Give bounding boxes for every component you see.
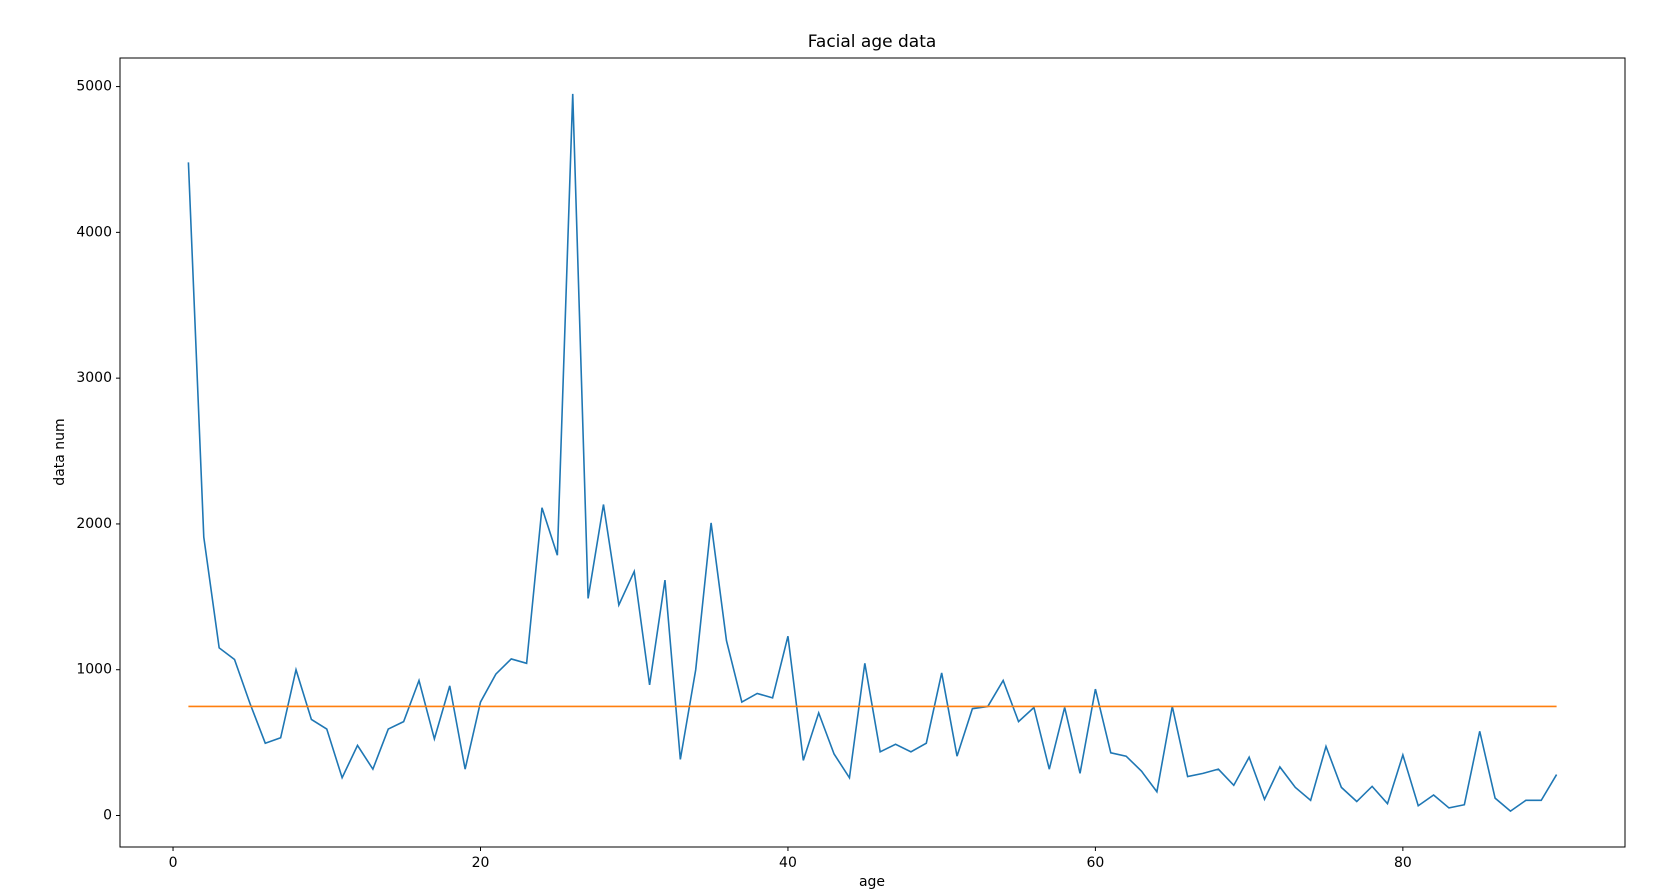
y-tick-label: 1000 <box>76 662 112 678</box>
chart-title: Facial age data <box>808 32 937 52</box>
x-axis-label: age <box>859 874 885 890</box>
y-tick-label: 4000 <box>76 224 112 240</box>
data-line <box>187 93 1558 813</box>
x-tick-label: 0 <box>169 855 178 871</box>
x-tick-label: 40 <box>779 855 797 871</box>
y-tick-label: 5000 <box>76 79 112 95</box>
x-tick-label: 80 <box>1394 855 1412 871</box>
y-axis-label: data num <box>52 418 68 485</box>
plot-frame <box>119 57 1626 848</box>
y-tick-label: 3000 <box>76 370 112 386</box>
y-tick-label: 0 <box>103 808 112 824</box>
x-tick-label: 20 <box>472 855 490 871</box>
y-tick-label: 2000 <box>76 516 112 532</box>
x-tick-label: 60 <box>1086 855 1104 871</box>
